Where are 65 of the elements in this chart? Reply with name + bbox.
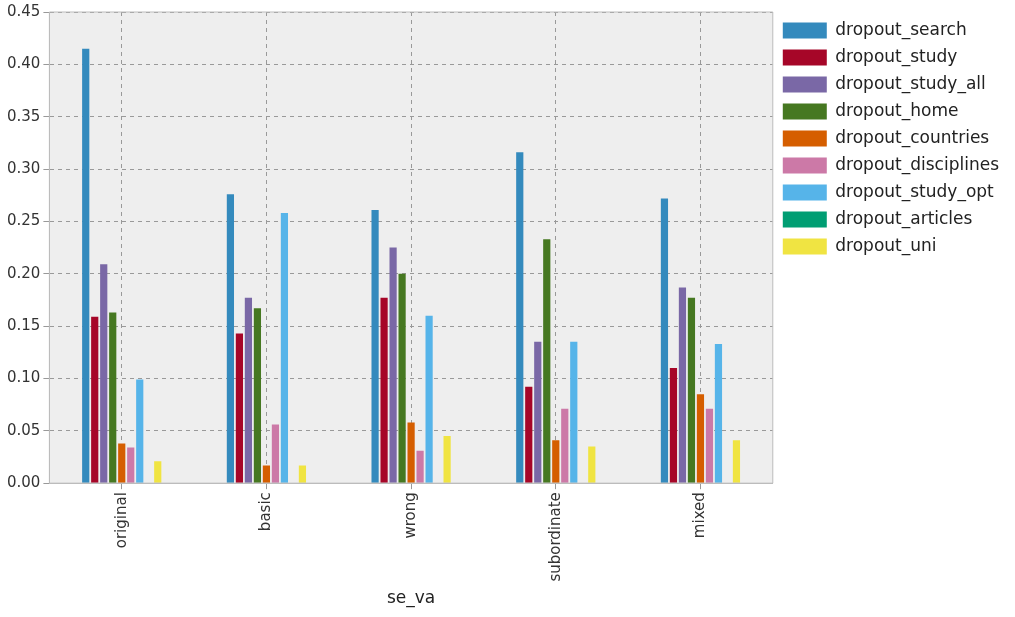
legend-label: dropout_disciplines	[835, 153, 1000, 175]
legend-label: dropout_home	[835, 99, 959, 121]
y-tick-label: 0.10	[6, 368, 41, 387]
bar	[407, 422, 415, 483]
bar	[253, 308, 262, 483]
bar	[109, 312, 117, 483]
bar	[398, 273, 406, 483]
bar	[118, 443, 126, 483]
x-tick-label: wrong	[400, 492, 419, 539]
x-tick-label: basic	[256, 492, 275, 532]
bar	[660, 198, 669, 483]
legend-label: dropout_articles	[835, 207, 973, 229]
bar	[389, 247, 397, 483]
legend-label: dropout_study_all	[835, 72, 986, 94]
bar	[154, 461, 162, 483]
bar	[371, 209, 379, 483]
y-tick-label: 0.35	[6, 106, 41, 125]
bar	[235, 333, 244, 483]
bar	[534, 341, 542, 483]
legend-label: dropout_study_opt	[835, 180, 995, 202]
bar	[127, 447, 135, 483]
bar	[705, 408, 714, 483]
bar	[678, 287, 687, 483]
y-tick-label: 0.00	[6, 473, 41, 492]
bar	[516, 152, 524, 483]
bar	[588, 446, 596, 483]
bar	[543, 239, 551, 483]
legend-label: dropout_study	[835, 45, 958, 67]
y-tick-label: 0.05	[6, 420, 41, 439]
y-tick-label: 0.45	[6, 1, 41, 20]
bar	[570, 341, 578, 483]
y-tick-label: 0.40	[6, 54, 41, 73]
bar	[525, 386, 533, 483]
bar	[425, 315, 433, 483]
bar	[696, 394, 705, 483]
x-axis-title: se_va	[386, 587, 436, 609]
bar	[669, 368, 678, 483]
x-tick-label: original	[111, 492, 130, 549]
y-tick-label: 0.20	[6, 263, 41, 282]
bar	[244, 297, 253, 483]
y-tick-label: 0.30	[6, 158, 41, 177]
bar	[91, 316, 99, 483]
bar	[443, 436, 451, 483]
bar	[416, 450, 424, 483]
bar	[561, 408, 569, 483]
bar	[82, 48, 90, 483]
bar	[552, 440, 560, 483]
x-tick-label: mixed	[690, 492, 709, 539]
y-tick-label: 0.25	[6, 211, 41, 230]
bar	[136, 379, 144, 483]
legend-label: dropout_countries	[835, 126, 990, 148]
x-tick-label: subordinate	[545, 492, 564, 582]
bar	[687, 297, 696, 483]
bar	[732, 440, 741, 483]
bar	[100, 264, 108, 483]
bar	[280, 213, 289, 483]
y-tick-label: 0.15	[6, 316, 41, 335]
bar	[380, 297, 388, 483]
bar	[271, 424, 280, 483]
legend-label: dropout_search	[835, 18, 967, 40]
bar	[298, 465, 307, 483]
legend-label: dropout_uni	[835, 234, 937, 256]
bar	[714, 343, 723, 483]
bar	[262, 465, 271, 483]
bar	[226, 194, 235, 483]
